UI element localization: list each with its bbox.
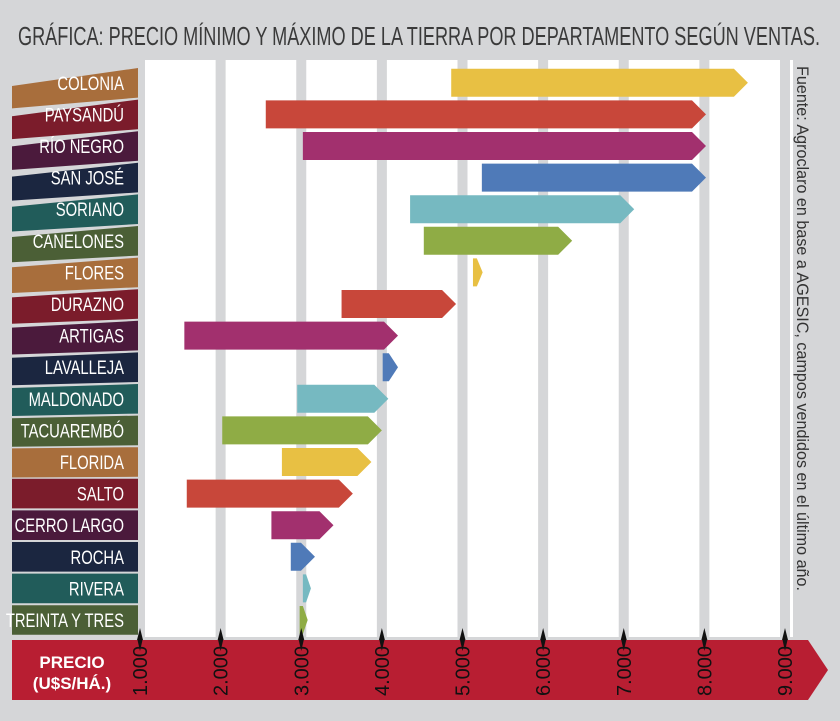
bar-cerro-largo xyxy=(271,511,334,540)
axis-label-line1: PRECIO xyxy=(39,653,104,672)
source-note: Fuente: Agroclaro en base a AGESIC, camp… xyxy=(793,66,812,591)
bar-salto xyxy=(186,479,353,508)
category-band xyxy=(12,384,138,416)
category-band xyxy=(12,289,138,324)
category-label: SALTO xyxy=(77,484,124,505)
gridline xyxy=(376,60,387,640)
bar-maldonado xyxy=(297,384,389,413)
category-label: TACUAREMBÓ xyxy=(21,421,124,442)
bars xyxy=(184,68,748,634)
category-label: CERRO LARGO xyxy=(15,515,124,536)
category-band xyxy=(12,478,138,509)
category-band xyxy=(12,320,138,355)
tick-label: 9.000 xyxy=(775,646,797,696)
axis-label-line2: (U$S/HÁ.) xyxy=(33,674,111,693)
category-label: SORIANO xyxy=(56,199,124,220)
category-band xyxy=(12,510,138,540)
tick-mark xyxy=(379,640,385,651)
category-label: RÍO NEGRO xyxy=(39,136,124,157)
category-band xyxy=(12,415,138,447)
gridline xyxy=(699,60,710,640)
tick-mark xyxy=(218,640,224,651)
category-label: MALDONADO xyxy=(29,389,124,410)
tick-mark xyxy=(540,640,546,651)
tick-mark xyxy=(540,628,547,640)
category-band xyxy=(12,68,138,109)
tick-mark xyxy=(298,640,304,651)
category-band xyxy=(12,352,138,386)
tick-label: 6.000 xyxy=(533,646,555,696)
tick-label: 2.000 xyxy=(211,646,233,696)
gridline xyxy=(780,60,790,640)
category-label: SAN JOSÉ xyxy=(51,168,124,189)
axis-arrow-band xyxy=(12,640,828,700)
bar-durazno xyxy=(341,290,457,318)
tick-mark xyxy=(782,628,788,640)
category-label: CANELONES xyxy=(33,231,124,252)
gridline xyxy=(296,60,307,640)
tick-mark xyxy=(137,628,143,640)
bar-treinta-y-tres xyxy=(299,606,308,634)
category-band xyxy=(12,226,138,263)
category-band xyxy=(12,573,138,604)
tick-mark xyxy=(701,628,708,640)
bar-artigas xyxy=(184,321,398,350)
bar-paysandú xyxy=(265,100,706,129)
category-band xyxy=(12,99,138,140)
tick-mark xyxy=(298,628,305,640)
bar-canelones xyxy=(423,226,573,255)
category-label: RIVERA xyxy=(69,579,125,600)
tick-mark xyxy=(460,640,465,651)
tick-label: 1.000 xyxy=(130,646,152,696)
bar-rocha xyxy=(290,542,315,571)
bar-tacuarembó xyxy=(222,416,382,445)
category-label: ARTIGAS xyxy=(59,326,124,347)
bar-flores xyxy=(472,258,483,287)
category-label: ROCHA xyxy=(71,547,125,568)
bar-rivera xyxy=(302,574,311,603)
tick-mark xyxy=(137,640,143,651)
tick-mark xyxy=(782,640,788,651)
bar-soriano xyxy=(410,195,635,224)
bar-san-josé xyxy=(481,163,706,192)
tick-label: 8.000 xyxy=(694,646,716,696)
chart-title: GRÁFICA: PRECIO MÍNIMO Y MÁXIMO DE LA TI… xyxy=(18,21,820,51)
gridline xyxy=(457,60,468,640)
category-band xyxy=(12,194,138,232)
category-band xyxy=(12,605,138,635)
category-label: FLORES xyxy=(65,263,124,284)
category-labels: COLONIA PAYSANDÚ RÍO NEGRO SAN JOSÉ SORIANO C… xyxy=(6,68,138,635)
category-label: LAVALLEJA xyxy=(45,357,125,378)
category-band xyxy=(12,131,138,170)
gridline xyxy=(618,60,629,640)
tick-mark xyxy=(701,640,707,651)
bar-río-negro xyxy=(302,132,706,160)
gridline xyxy=(135,60,145,640)
category-band xyxy=(12,257,138,293)
category-band xyxy=(12,542,138,572)
category-label: PAYSANDÚ xyxy=(45,105,124,126)
tick-label: 7.000 xyxy=(614,646,636,696)
x-axis: PRECIO (U$S/HÁ.) 1.000 2.000 3.000 4.000 5.0… xyxy=(12,628,828,700)
tick-mark xyxy=(620,628,627,640)
tick-mark xyxy=(378,628,385,640)
bar-colonia xyxy=(451,68,748,97)
bar-lavalleja xyxy=(382,353,398,382)
tick-mark xyxy=(217,628,224,640)
category-label: DURAZNO xyxy=(51,294,124,315)
category-label: COLONIA xyxy=(57,73,124,94)
tick-mark xyxy=(459,628,466,640)
tick-mark xyxy=(621,640,627,651)
tick-label: 5.000 xyxy=(453,646,475,696)
gridline xyxy=(215,60,226,640)
category-band xyxy=(12,447,138,478)
category-label: TREINTA Y TRES xyxy=(6,610,124,631)
tick-label: 3.000 xyxy=(291,646,313,696)
category-label: FLORIDA xyxy=(60,452,125,473)
category-band xyxy=(12,162,138,201)
tick-label: 4.000 xyxy=(372,646,394,696)
gridline xyxy=(538,60,549,640)
bar-florida xyxy=(281,448,372,476)
